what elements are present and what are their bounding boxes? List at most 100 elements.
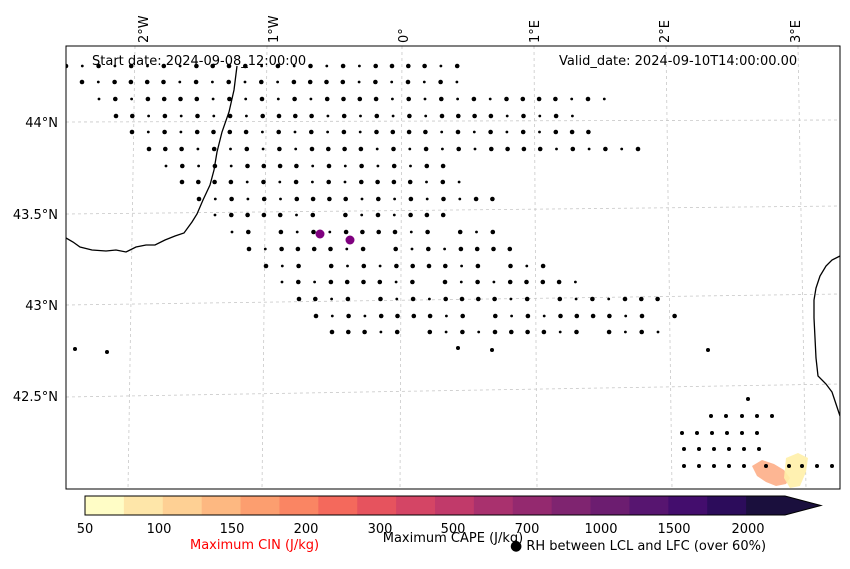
rh-dot xyxy=(540,279,546,285)
meridian-line xyxy=(261,46,268,489)
rh-dot xyxy=(360,213,364,217)
rh-dot xyxy=(277,163,283,169)
rh-dot xyxy=(509,329,514,335)
rh-dot xyxy=(261,163,267,169)
colorbar-segment xyxy=(201,496,242,515)
rh-dot xyxy=(672,313,677,319)
rh-dot xyxy=(294,196,300,202)
rh-dot xyxy=(770,414,774,418)
rh-dot xyxy=(425,197,429,201)
rh-dot xyxy=(439,96,444,102)
rh-dot xyxy=(740,414,744,418)
rh-dot xyxy=(488,129,493,135)
rh-dot xyxy=(278,229,284,235)
rh-dot xyxy=(391,97,394,101)
rh-dot xyxy=(439,64,443,68)
rh-dot xyxy=(342,146,347,152)
rh-dot xyxy=(393,197,396,201)
rh-dot xyxy=(358,146,364,152)
rh-dot xyxy=(178,64,182,68)
rh-dot xyxy=(408,147,412,151)
rh-dot xyxy=(755,414,759,418)
rh-dot xyxy=(442,279,448,285)
rh-dot xyxy=(309,113,314,119)
rh-dot xyxy=(392,229,398,235)
rh-dot xyxy=(422,80,426,84)
colorbar xyxy=(84,495,823,516)
rh-dot xyxy=(179,114,183,118)
rh-dot xyxy=(259,96,265,102)
rh-dot xyxy=(635,146,641,152)
rh-dot xyxy=(508,263,513,269)
rh-dot xyxy=(343,212,348,218)
rh-dot xyxy=(607,297,611,301)
rh-dot xyxy=(326,163,332,169)
rh-dot xyxy=(538,130,541,134)
rh-dot xyxy=(212,163,218,169)
rh-dot xyxy=(330,314,334,318)
rh-dot xyxy=(473,196,479,202)
rh-dot xyxy=(163,146,168,152)
rh-dot xyxy=(441,147,444,151)
lat-label: 42.5°N xyxy=(13,390,58,405)
colorbar-tick-label: 700 xyxy=(515,522,540,537)
rh-dot xyxy=(195,113,200,119)
rh-dot xyxy=(525,264,529,268)
colorbar-tick-label: 1500 xyxy=(657,522,690,537)
rh-dot xyxy=(423,97,427,101)
rh-dot xyxy=(423,146,429,152)
rh-dot xyxy=(426,246,431,252)
colorbar-segment xyxy=(318,496,358,515)
rh-dot xyxy=(409,164,412,168)
rh-dot xyxy=(194,96,200,102)
rh-dot xyxy=(393,246,399,252)
rh-dot xyxy=(360,197,364,201)
rh-dot xyxy=(161,96,167,102)
coastline-east xyxy=(813,255,840,417)
rh-dot xyxy=(538,114,542,118)
rh-dot xyxy=(211,129,216,135)
rh-dot xyxy=(712,447,716,451)
rh-dot xyxy=(276,97,280,101)
rh-dot xyxy=(178,96,183,102)
rh-dot xyxy=(243,80,247,84)
rh-dot xyxy=(246,229,251,235)
rh-dot xyxy=(476,296,481,302)
map-background xyxy=(66,46,840,489)
rh-dot xyxy=(574,280,577,284)
rh-dot xyxy=(439,113,445,119)
rh-dot xyxy=(328,230,332,234)
rh-dot xyxy=(246,246,252,252)
rh-dot xyxy=(392,213,396,217)
rh-dot xyxy=(80,64,84,68)
rh-dot xyxy=(455,129,461,135)
rh-dot xyxy=(656,330,660,334)
rh-dot xyxy=(229,212,234,218)
rh-dot xyxy=(395,313,400,319)
rh-dot xyxy=(178,80,182,84)
lat-label: 43.5°N xyxy=(13,208,58,223)
rh-dot xyxy=(521,113,526,119)
rh-dot xyxy=(326,114,330,118)
colorbar-tick-label: 200 xyxy=(294,522,319,537)
rh-dot xyxy=(360,229,365,235)
rh-dot xyxy=(359,163,364,169)
rh-dot xyxy=(164,164,168,168)
rh-dot xyxy=(553,113,559,119)
rh-dot xyxy=(226,79,231,85)
rh-dot xyxy=(602,97,606,101)
rh-dot xyxy=(680,431,684,435)
rh-dot xyxy=(458,197,462,201)
rh-dot xyxy=(330,297,333,301)
rh-dot xyxy=(787,464,791,468)
rh-dot xyxy=(458,246,464,252)
rh-dot xyxy=(161,63,167,69)
start-date-label: Start date: 2024-09-08_12:00:00 xyxy=(92,54,306,69)
rh-dot xyxy=(359,114,362,118)
rh-dot xyxy=(376,196,381,202)
rh-dot xyxy=(279,246,284,252)
rh-dot xyxy=(459,296,465,302)
rh-dot xyxy=(261,130,264,134)
rh-dot xyxy=(307,79,313,85)
rh-dot xyxy=(246,197,250,201)
